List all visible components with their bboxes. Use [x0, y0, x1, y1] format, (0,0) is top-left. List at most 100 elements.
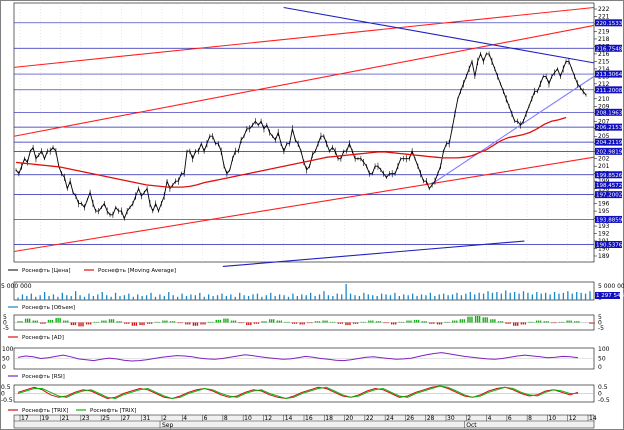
- x-month-label: Oct: [466, 422, 477, 429]
- rsi-tick-label: 50: [598, 356, 606, 363]
- x-day-label: 4: [488, 415, 492, 422]
- ad-tick-label: -5: [598, 325, 604, 332]
- level-label: 220.1533: [596, 21, 623, 27]
- rsi-tick-label: 100: [598, 346, 610, 353]
- price-tick-label: 193: [598, 223, 610, 230]
- blue-resistance-line: [283, 6, 595, 64]
- x-day-label: 20: [346, 415, 354, 422]
- level-label-box: [595, 44, 622, 52]
- red-channel-bottom-line: [13, 156, 595, 253]
- x-day-label: 16: [305, 415, 313, 422]
- level-label: 197.2002: [596, 193, 622, 199]
- trix-tick-label: 0: [1, 391, 5, 398]
- level-label-box: [595, 171, 622, 179]
- level-label-box: [595, 147, 622, 155]
- level-label: 198.4572: [596, 183, 622, 189]
- legend-ma-label: Роснефть [Moving Average]: [98, 268, 176, 274]
- level-label: 216.7548: [596, 46, 623, 52]
- x-month-label: Sep: [162, 422, 174, 429]
- price-tick-label: 192: [598, 231, 610, 238]
- level-label: 202.9819: [596, 149, 623, 155]
- level-label: 193.8859: [596, 217, 623, 223]
- x-day-label: 4: [183, 415, 187, 422]
- price-tick-label: 210: [598, 96, 610, 103]
- ad-tick-label: -5: [3, 325, 9, 332]
- rsi-line: [17, 352, 579, 362]
- level-label: 204.2119: [596, 140, 623, 146]
- level-label-box: [595, 215, 622, 223]
- price-tick-label: 198: [598, 186, 610, 193]
- price-tick-label: 212: [598, 81, 610, 88]
- x-day-label: 26: [406, 415, 414, 422]
- trix-tick-label: 0.5: [1, 384, 11, 391]
- x-day-label: 6: [508, 415, 512, 422]
- rsi-tick-label: 100: [2, 346, 14, 353]
- volume-tick-label: 5 000 000: [1, 283, 32, 290]
- price-tick-label: 205: [598, 133, 610, 140]
- moving-average-line: [15, 116, 567, 188]
- x-day-label: 19: [41, 415, 49, 422]
- price-tick-label: 218: [598, 36, 610, 43]
- ad-tick-label: 0: [3, 320, 7, 327]
- level-label: 211.2008: [596, 88, 623, 94]
- x-day-label: 17: [21, 415, 29, 422]
- level-label-box: [595, 123, 622, 131]
- rsi-tick-label: 0: [2, 364, 6, 371]
- volume-last-label: 1 297 543: [596, 293, 624, 299]
- red-channel-mid-line: [13, 24, 595, 137]
- x-day-label: 24: [386, 415, 394, 422]
- ad-tick-label: 0: [598, 320, 602, 327]
- level-label-box: [595, 86, 622, 94]
- price-tick-label: 202: [598, 156, 610, 163]
- price-tick-label: 222: [598, 6, 610, 13]
- x-day-label: 21: [62, 415, 70, 422]
- price-tick-label: 201: [598, 163, 610, 170]
- level-label: 190.5376: [596, 242, 623, 248]
- x-day-label: 28: [427, 415, 435, 422]
- level-label-box: [595, 138, 622, 146]
- level-label: 206.2153: [596, 125, 623, 131]
- price-tick-label: 216: [598, 51, 610, 58]
- x-day-label: 6: [204, 415, 208, 422]
- x-day-label: 31: [143, 415, 151, 422]
- x-day-label: 23: [82, 415, 90, 422]
- level-label-box: [595, 70, 622, 78]
- level-label: 208.1963: [596, 110, 623, 116]
- x-day-label: 14: [285, 415, 293, 422]
- rsi-tick-label: 0: [598, 364, 602, 371]
- x-day-label: 30: [447, 415, 455, 422]
- level-label-box: [595, 181, 622, 189]
- x-day-label: 2: [467, 415, 471, 422]
- legend-price-label: Роснефть [Цена]: [22, 268, 71, 274]
- trix-tick-label: 0.5: [598, 384, 608, 391]
- rsi-tick-label: 50: [2, 356, 10, 363]
- price-tick-label: 199: [598, 178, 610, 185]
- price-tick-label: 209: [598, 103, 610, 110]
- price-tick-label: 196: [598, 201, 610, 208]
- legend-trix-b-label: Роснефть [TRIX]: [90, 408, 136, 414]
- ad-tick-label: 5: [3, 314, 7, 321]
- price-tick-label: 207: [598, 118, 610, 125]
- x-day-label: 12: [264, 415, 272, 422]
- x-day-label: 27: [122, 415, 130, 422]
- price-tick-label: 215: [598, 58, 610, 65]
- red-channel-top-line: [13, 6, 595, 68]
- trix-line-b: [17, 385, 578, 400]
- price-tick-label: 195: [598, 208, 610, 215]
- x-day-label: 2: [163, 415, 167, 422]
- x-day-label: 25: [102, 415, 110, 422]
- x-day-label: 8: [224, 415, 228, 422]
- x-day-label: 18: [325, 415, 333, 422]
- level-label-box: [595, 108, 622, 116]
- price-tick-label: 221: [598, 13, 610, 20]
- blue-lower-line: [222, 240, 525, 268]
- trix-tick-label: -0.5: [598, 397, 610, 404]
- price-tick-label: 190: [598, 246, 610, 253]
- level-label: 213.3064: [596, 72, 623, 78]
- level-label-box: [595, 240, 622, 248]
- legend-ad-label: Роснефть [AD]: [22, 335, 64, 341]
- x-day-label: 8: [528, 415, 532, 422]
- price-tick-label: 214: [598, 66, 610, 73]
